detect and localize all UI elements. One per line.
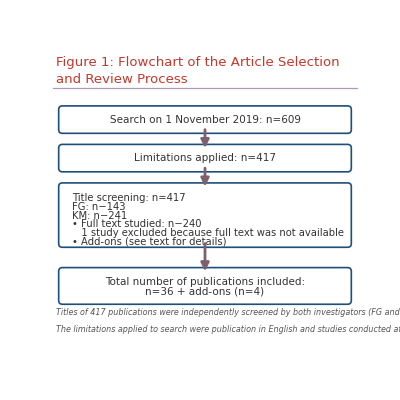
Text: Title screening: n=417: Title screening: n=417	[72, 193, 185, 203]
Text: Titles of 417 publications were independently screened by both investigators (FG: Titles of 417 publications were independ…	[56, 308, 400, 317]
Text: Figure 1: Flowchart of the Article Selection: Figure 1: Flowchart of the Article Selec…	[56, 56, 340, 69]
FancyBboxPatch shape	[59, 183, 351, 247]
Text: n=36 + add-ons (n=4): n=36 + add-ons (n=4)	[146, 286, 264, 296]
Text: FG: n−143: FG: n−143	[72, 202, 125, 212]
FancyBboxPatch shape	[59, 268, 351, 304]
Text: The limitations applied to search were publication in English and studies conduc: The limitations applied to search were p…	[56, 325, 400, 334]
Text: Total number of publications included:: Total number of publications included:	[105, 277, 305, 287]
Text: Search on 1 November 2019: n=609: Search on 1 November 2019: n=609	[110, 115, 300, 125]
Text: • Full text studied: n−240: • Full text studied: n−240	[72, 219, 201, 229]
Text: and Review Process: and Review Process	[56, 73, 188, 86]
Text: 1 study excluded because full text was not available: 1 study excluded because full text was n…	[72, 228, 344, 238]
Text: Limitations applied: n=417: Limitations applied: n=417	[134, 153, 276, 163]
Text: KM: n−241: KM: n−241	[72, 211, 127, 221]
FancyBboxPatch shape	[59, 106, 351, 133]
Text: • Add-ons (see text for details): • Add-ons (see text for details)	[72, 236, 226, 246]
FancyBboxPatch shape	[59, 144, 351, 172]
